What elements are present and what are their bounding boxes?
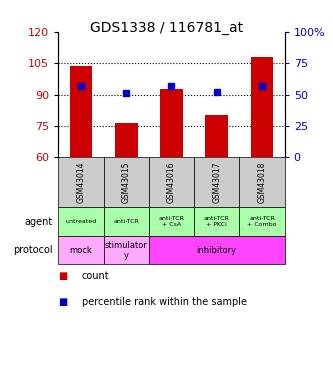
Text: stimulator
y: stimulator y bbox=[105, 241, 148, 260]
Bar bbox=[70, 66, 92, 157]
Bar bbox=[58, 236, 104, 264]
Bar bbox=[149, 157, 194, 207]
Text: anti-TCR
+ PKCi: anti-TCR + PKCi bbox=[204, 216, 230, 227]
Text: agent: agent bbox=[25, 216, 53, 226]
Bar bbox=[251, 57, 273, 157]
Bar bbox=[194, 207, 239, 236]
Text: protocol: protocol bbox=[13, 245, 53, 255]
Bar bbox=[239, 207, 285, 236]
Text: GSM43017: GSM43017 bbox=[212, 161, 221, 202]
Text: mock: mock bbox=[70, 246, 92, 255]
Text: anti-TCR
+ CsA: anti-TCR + CsA bbox=[159, 216, 184, 227]
Bar bbox=[194, 157, 239, 207]
Text: GDS1338 / 116781_at: GDS1338 / 116781_at bbox=[90, 21, 243, 34]
Text: GSM43015: GSM43015 bbox=[122, 161, 131, 202]
Text: GSM43014: GSM43014 bbox=[76, 161, 86, 202]
Text: anti-TCR: anti-TCR bbox=[113, 219, 139, 224]
Text: count: count bbox=[82, 271, 109, 280]
Bar bbox=[58, 157, 104, 207]
Text: ■: ■ bbox=[58, 297, 68, 307]
Bar bbox=[104, 207, 149, 236]
Bar bbox=[239, 157, 285, 207]
Text: inhibitory: inhibitory bbox=[197, 246, 237, 255]
Text: anti-TCR
+ Combo: anti-TCR + Combo bbox=[247, 216, 277, 227]
Bar bbox=[115, 123, 138, 157]
Text: ■: ■ bbox=[58, 271, 68, 280]
Bar bbox=[160, 89, 183, 157]
Bar bbox=[149, 207, 194, 236]
Bar bbox=[58, 207, 104, 236]
Text: GSM43016: GSM43016 bbox=[167, 161, 176, 202]
Text: percentile rank within the sample: percentile rank within the sample bbox=[82, 297, 246, 307]
Text: untreated: untreated bbox=[65, 219, 97, 224]
Bar bbox=[149, 236, 285, 264]
Text: GSM43018: GSM43018 bbox=[257, 161, 267, 202]
Bar bbox=[104, 236, 149, 264]
Bar bbox=[205, 116, 228, 157]
Bar bbox=[104, 157, 149, 207]
